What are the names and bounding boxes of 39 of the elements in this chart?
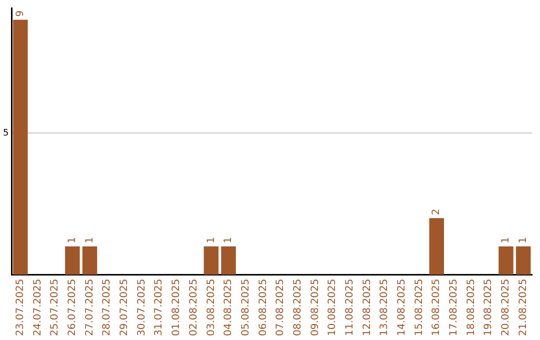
data-label: 1 <box>206 237 217 244</box>
x-tick-label: 09.08.2025 <box>310 278 321 336</box>
x-tick-label: 14.08.2025 <box>396 278 408 336</box>
x-tick-label: 23.07.2025 <box>14 278 26 336</box>
x-tick-label: 26.07.2025 <box>67 278 78 336</box>
x-tick-label: 20.08.2025 <box>500 278 512 336</box>
x-tick-label: 17.08.2025 <box>448 278 460 336</box>
data-label: 1 <box>67 237 78 244</box>
x-tick-label: 21.08.2025 <box>518 278 529 336</box>
data-label: 2 <box>431 208 442 216</box>
x-tick-label: 30.07.2025 <box>136 278 148 336</box>
data-label: 1 <box>84 237 96 244</box>
x-tick-label: 25.07.2025 <box>50 278 61 336</box>
x-tick-label: 07.08.2025 <box>275 278 286 336</box>
x-tick-label: 15.08.2025 <box>414 278 425 336</box>
x-tick-label: 05.08.2025 <box>240 278 252 336</box>
data-label: 9 <box>14 10 26 17</box>
x-tick-label: 24.07.2025 <box>32 278 44 336</box>
x-tick-label: 08.08.2025 <box>292 278 304 336</box>
data-label: 1 <box>223 237 234 244</box>
x-tick-label: 03.08.2025 <box>206 278 217 336</box>
data-label: 1 <box>518 237 529 244</box>
x-tick-label: 19.08.2025 <box>483 278 494 336</box>
x-tick-label: 27.07.2025 <box>84 278 96 336</box>
x-tick-label: 31.07.2025 <box>154 278 165 336</box>
x-tick-label: 06.08.2025 <box>258 278 269 336</box>
y-tick-label: 5 <box>2 128 9 138</box>
x-tick-label: 02.08.2025 <box>188 278 200 336</box>
x-tick-label: 13.08.2025 <box>379 278 390 336</box>
x-tick-label: 12.08.2025 <box>362 278 373 336</box>
x-tick-label: 01.08.2025 <box>171 278 182 336</box>
x-tick-label: 11.08.2025 <box>344 278 356 336</box>
data-label: 1 <box>500 237 512 244</box>
x-tick-label: 16.08.2025 <box>431 278 442 336</box>
x-tick-label: 28.07.2025 <box>102 278 113 336</box>
x-tick-label: 04.08.2025 <box>223 278 234 336</box>
x-tick-label: 10.08.2025 <box>327 278 338 336</box>
x-tick-label: 29.07.2025 <box>119 278 130 336</box>
x-tick-label: 18.08.2025 <box>466 278 477 336</box>
